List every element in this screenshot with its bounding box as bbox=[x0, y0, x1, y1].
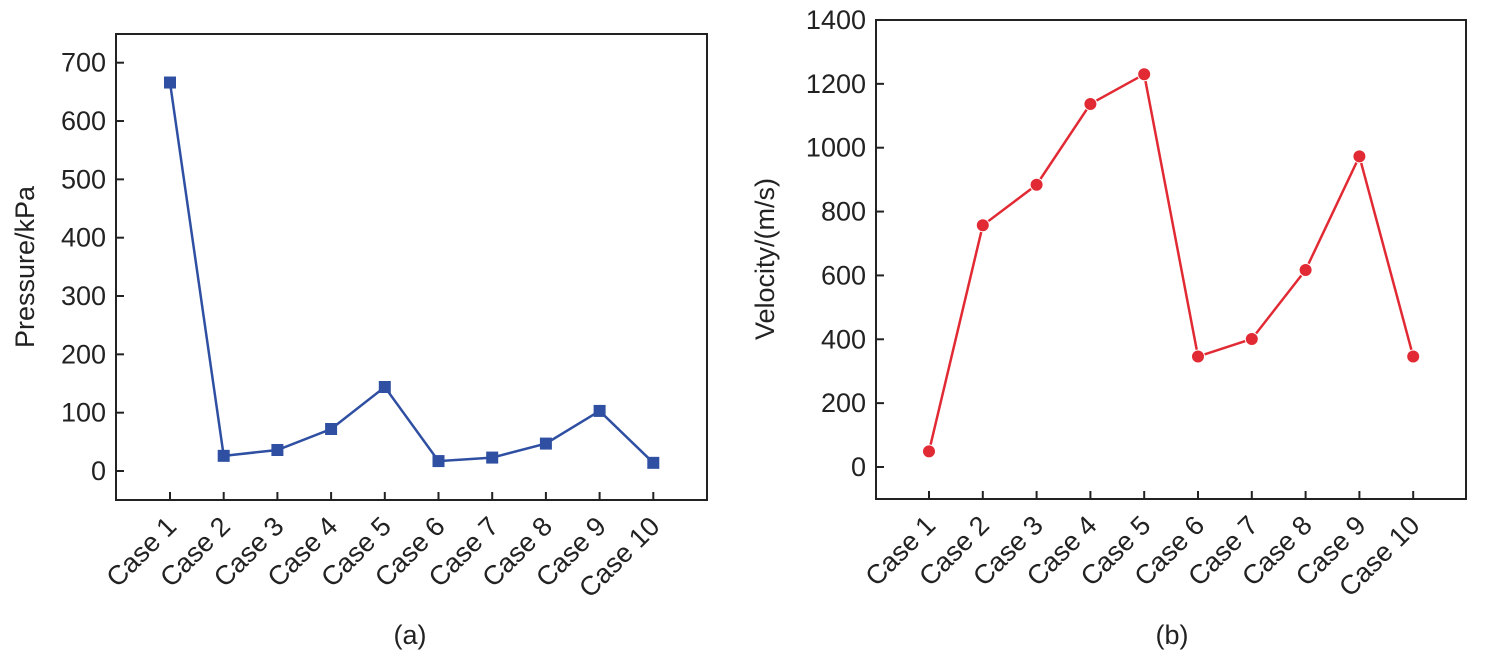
y-axis-ticks-b: 0 200 400 600 800 1000 1200 1400 bbox=[806, 5, 884, 482]
y-tick-label-b: 600 bbox=[821, 260, 866, 290]
data-point bbox=[271, 444, 284, 457]
data-point bbox=[325, 423, 338, 436]
y-axis-label-a: Pressure/kPa bbox=[10, 185, 40, 348]
data-point bbox=[1244, 331, 1259, 346]
y-tick-label-a: 300 bbox=[61, 281, 106, 311]
plot-area-b bbox=[875, 19, 1467, 500]
data-point bbox=[164, 76, 176, 89]
y-tick-label-b: 1400 bbox=[806, 5, 866, 35]
series-line-b bbox=[927, 72, 1415, 452]
data-point bbox=[922, 444, 936, 459]
panel-label-a: (a) bbox=[394, 620, 427, 650]
y-tick-label-a: 700 bbox=[61, 48, 106, 78]
data-point bbox=[1298, 262, 1313, 277]
panel-label-b: (b) bbox=[1156, 620, 1189, 650]
series-pressure bbox=[164, 76, 660, 469]
plot-area-a bbox=[115, 33, 708, 501]
data-point bbox=[647, 456, 660, 469]
y-tick-label-a: 0 bbox=[91, 456, 106, 486]
y-tick-label-b: 1200 bbox=[806, 69, 866, 99]
data-point bbox=[539, 437, 552, 450]
y-tick-label-a: 600 bbox=[61, 106, 106, 136]
data-point bbox=[217, 449, 230, 462]
data-point bbox=[1137, 67, 1152, 82]
y-tick-label-a: 200 bbox=[61, 339, 106, 369]
series-velocity bbox=[922, 67, 1421, 459]
data-point bbox=[1352, 149, 1367, 164]
y-axis-ticks-a: 0 100 200 300 400 500 600 700 bbox=[61, 48, 124, 486]
data-point bbox=[378, 381, 391, 394]
data-point bbox=[1406, 349, 1421, 364]
data-point bbox=[1191, 349, 1205, 364]
y-tick-label-b: 200 bbox=[821, 388, 866, 418]
y-tick-label-b: 400 bbox=[821, 324, 866, 354]
y-tick-label-b: 800 bbox=[821, 197, 866, 227]
data-point bbox=[1083, 96, 1098, 111]
y-tick-label-a: 400 bbox=[61, 223, 106, 253]
y-tick-label-b: 0 bbox=[851, 452, 866, 482]
y-axis-label-b: Velocity/(m/s) bbox=[750, 178, 780, 340]
data-point bbox=[975, 218, 990, 233]
data-point bbox=[1029, 177, 1044, 192]
y-tick-label-a: 100 bbox=[61, 398, 106, 428]
y-tick-label-b: 1000 bbox=[806, 133, 866, 163]
data-point bbox=[593, 404, 606, 417]
data-point bbox=[486, 451, 499, 464]
y-tick-label-a: 500 bbox=[61, 164, 106, 194]
series-line-a bbox=[168, 82, 655, 464]
data-point bbox=[432, 455, 445, 468]
